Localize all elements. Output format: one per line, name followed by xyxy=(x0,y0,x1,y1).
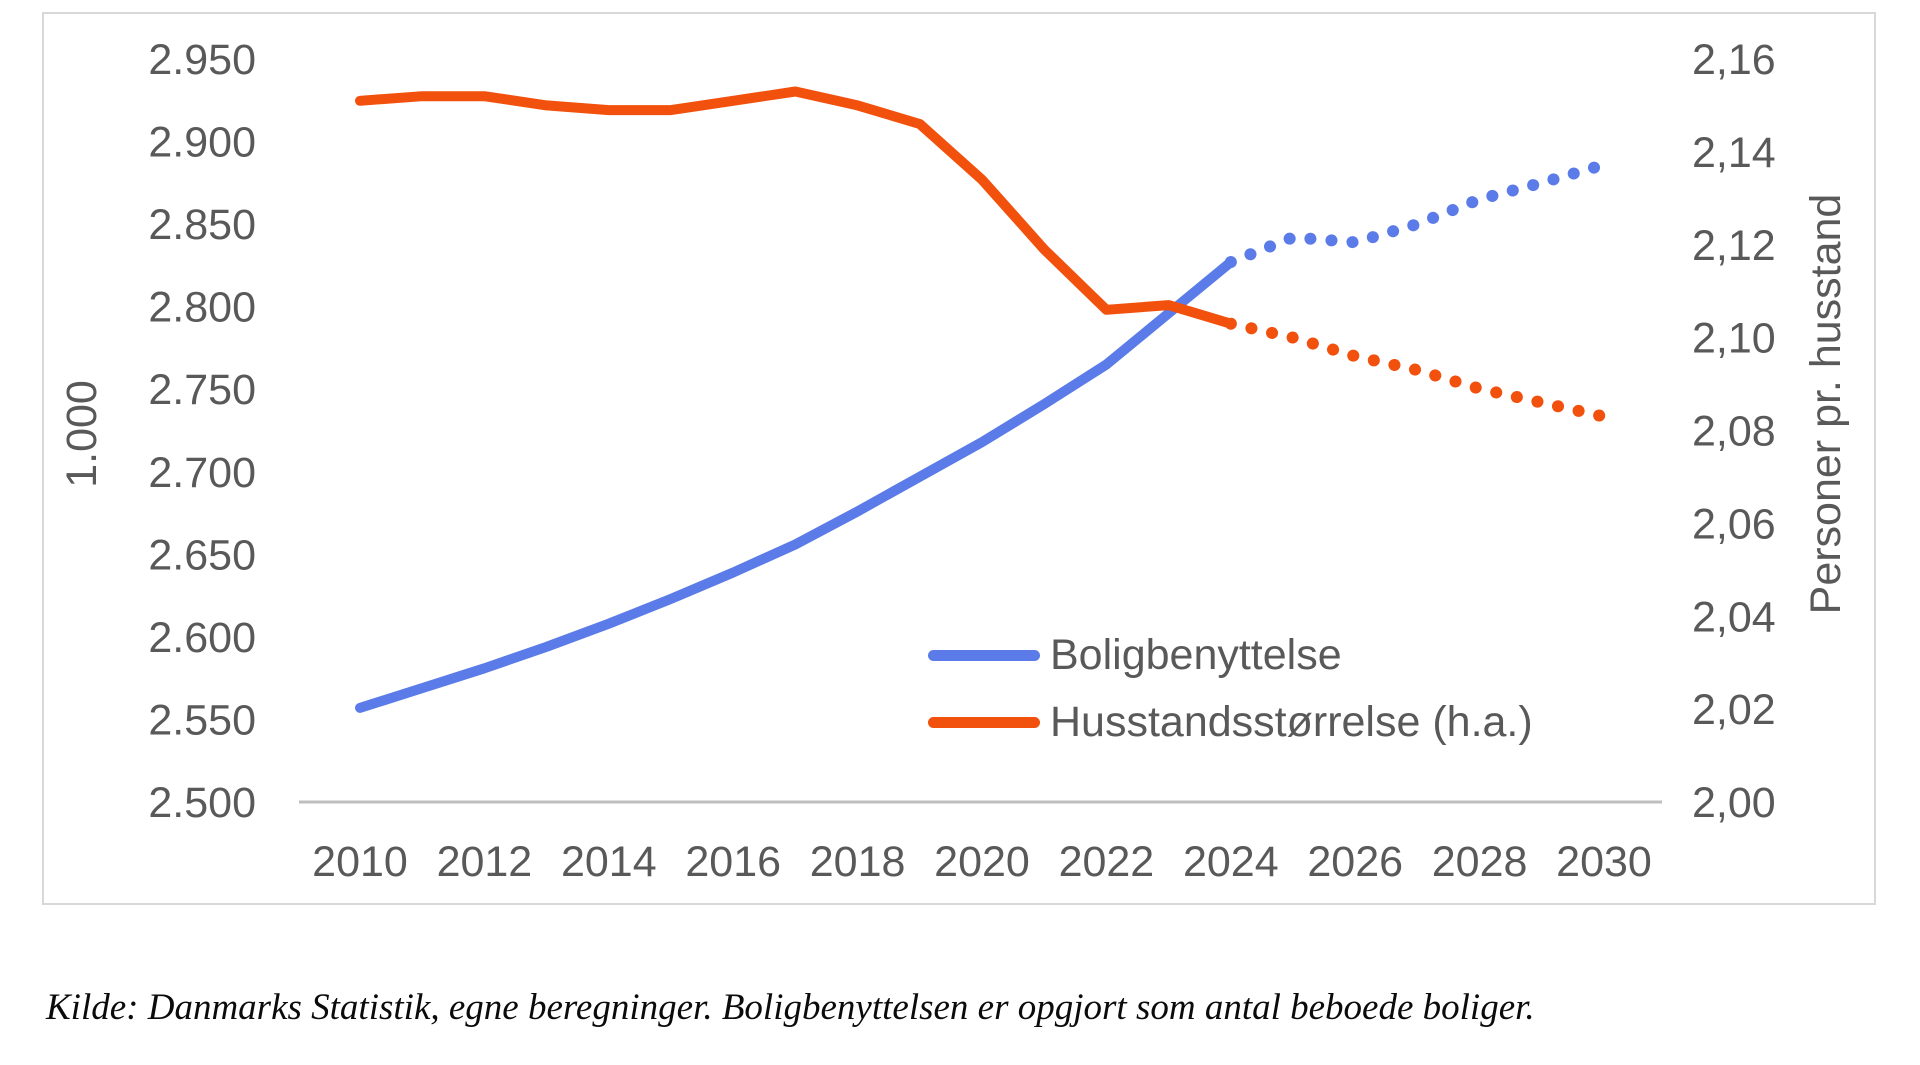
y-axis-left-tick: 2.800 xyxy=(148,284,256,332)
x-axis-tick: 2020 xyxy=(934,838,1030,886)
x-axis-tick: 2018 xyxy=(810,838,906,886)
source-caption: Kilde: Danmarks Statistik, egne beregnin… xyxy=(46,987,1535,1028)
y-axis-left-tick: 2.600 xyxy=(148,614,256,662)
y-axis-left-tick: 2.950 xyxy=(148,36,256,84)
y-axis-left-tick: 2.750 xyxy=(148,366,256,414)
y-axis-left-tick: 2.500 xyxy=(148,779,256,827)
y-axis-right-tick: 2,02 xyxy=(1692,686,1776,734)
x-axis-tick: 2012 xyxy=(437,838,533,886)
legend-swatch-blue xyxy=(928,650,1040,661)
legend-entry-husstandsstoerrelse: Husstandsstørrelse (h.a.) xyxy=(928,701,1533,744)
series-0-dotted-line xyxy=(1224,158,1610,269)
y-axis-right-title: Personer pr. husstand xyxy=(1802,194,1850,615)
series-1-solid-line xyxy=(355,86,1236,329)
y-axis-right-tick: 2,04 xyxy=(1692,593,1776,641)
y-axis-left-tick: 2.650 xyxy=(148,531,256,579)
y-axis-right-tick: 2,14 xyxy=(1692,129,1776,177)
y-axis-right-tick: 2,06 xyxy=(1692,500,1776,548)
line-chart-canvas: 2.950 2.900 2.850 2.800 2.750 2.700 2.650 2.600… xyxy=(58,36,1850,886)
y-axis-right-tick: 2,00 xyxy=(1692,779,1776,827)
series-1-dotted-line xyxy=(1224,317,1610,423)
y-axis-right-tick: 2,16 xyxy=(1692,36,1776,84)
chart-legend: Boligbenyttelse Husstandsstørrelse (h.a.… xyxy=(928,634,1533,744)
x-axis-tick: 2024 xyxy=(1183,838,1279,886)
x-axis-tick: 2028 xyxy=(1432,838,1528,886)
y-axis-left-tick: 2.550 xyxy=(148,696,256,744)
chart-card: 2.950 2.900 2.850 2.800 2.750 2.700 2.650 2.600… xyxy=(42,12,1876,905)
x-axis-tick: 2016 xyxy=(685,838,781,886)
y-axis-right-tick: 2,10 xyxy=(1692,315,1776,363)
legend-swatch-orange xyxy=(928,717,1040,728)
x-axis-tick: 2026 xyxy=(1307,838,1403,886)
series-0-solid-line xyxy=(355,257,1236,713)
legend-label: Boligbenyttelse xyxy=(1050,631,1342,679)
y-axis-right-tick: 2,12 xyxy=(1692,222,1776,270)
y-axis-left-tick: 2.900 xyxy=(148,119,256,167)
x-axis-tick: 2010 xyxy=(312,838,408,886)
y-axis-left-title: 1.000 xyxy=(58,380,106,488)
legend-label: Husstandsstørrelse (h.a.) xyxy=(1050,698,1533,746)
legend-entry-boligbenyttelse: Boligbenyttelse xyxy=(928,634,1533,677)
x-axis-tick: 2030 xyxy=(1556,838,1652,886)
y-axis-left-tick: 2.850 xyxy=(148,201,256,249)
y-axis-left-tick: 2.700 xyxy=(148,449,256,497)
x-axis-tick: 2022 xyxy=(1059,838,1155,886)
x-axis-tick: 2014 xyxy=(561,838,657,886)
y-axis-right-tick: 2,08 xyxy=(1692,408,1776,456)
